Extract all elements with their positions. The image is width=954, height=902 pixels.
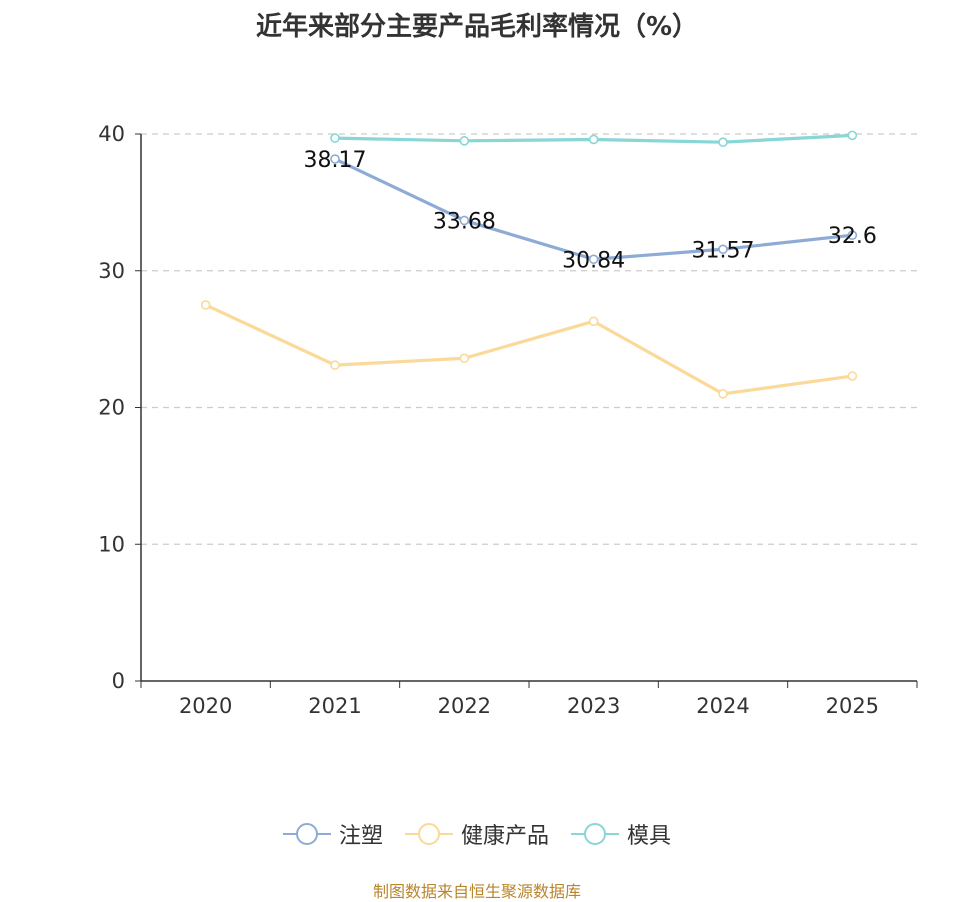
y-tick-label: 10	[98, 532, 125, 556]
data-label-0: 38.17	[304, 148, 367, 173]
legend-marker-injection	[282, 823, 331, 845]
data-label-0: 33.68	[433, 209, 496, 234]
data-point-2	[588, 134, 599, 145]
data-point-1	[200, 300, 211, 310]
data-label-0: 30.84	[562, 248, 625, 273]
data-point-0	[847, 230, 858, 240]
y-tick-label: 30	[98, 259, 125, 283]
data-point-1	[718, 389, 728, 399]
data-point-2	[847, 130, 858, 141]
data-point-0	[588, 254, 599, 265]
chart-title: 近年来部分主要产品毛利率情况（%）	[255, 12, 699, 42]
x-tick-label: 2024	[696, 694, 749, 718]
legend-item-mold[interactable]: 模具	[571, 818, 671, 850]
data-point-2	[330, 133, 340, 143]
legend-label-injection: 注塑	[338, 824, 383, 849]
line-chart: 0 10 20 30 40 2020 2021 2022 2023 2024 2025 38.17 33…	[98, 122, 918, 718]
data-point-1	[330, 360, 340, 370]
legend-marker-health	[404, 823, 453, 845]
data-source-note: 制图数据来自恒生聚源数据库	[372, 882, 581, 901]
x-tick-label: 2023	[567, 694, 620, 718]
x-tick-label: 2022	[438, 694, 491, 718]
data-point-0	[718, 244, 728, 255]
series-line-1	[204, 303, 853, 396]
data-point-0	[330, 154, 340, 164]
y-tick-label: 20	[98, 396, 125, 420]
x-tick-label: 2021	[308, 694, 361, 718]
data-point-1	[588, 316, 599, 327]
legend-label-health: 健康产品	[460, 824, 549, 849]
data-point-2	[459, 136, 470, 146]
y-tick-label: 40	[98, 122, 125, 146]
legend-item-health[interactable]: 健康产品	[404, 818, 549, 850]
x-tick-label: 2020	[179, 694, 232, 718]
x-tick-label: 2025	[826, 694, 879, 718]
legend-marker-mold	[571, 823, 619, 845]
data-label-0: 32.6	[828, 224, 877, 249]
data-point-1	[847, 371, 858, 381]
data-label-0: 31.57	[692, 238, 755, 263]
y-tick-label: 0	[112, 669, 125, 693]
legend-item-injection[interactable]: 注塑	[282, 818, 383, 850]
chart-legend: 注塑 健康产品 模具	[0, 818, 954, 850]
data-point-1	[459, 353, 470, 364]
data-point-2	[718, 137, 728, 148]
data-point-0	[459, 215, 470, 226]
legend-label-mold: 模具	[627, 824, 672, 849]
series-line-0	[334, 157, 853, 261]
